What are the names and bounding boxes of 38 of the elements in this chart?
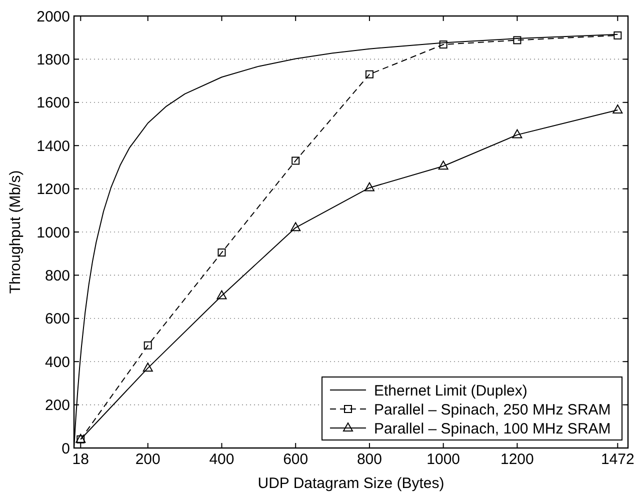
y-tick-label: 1200 (36, 181, 70, 198)
y-tick-label: 600 (44, 310, 70, 328)
y-tick-label: 200 (44, 397, 70, 414)
x-tick-label: 1200 (500, 451, 534, 468)
point (612, 104, 623, 114)
y-tick-label: 1600 (36, 94, 70, 112)
point (513, 36, 522, 44)
y-axis-title: Throughput (Mb/s) (7, 170, 24, 294)
y-tick-label: 0 (62, 440, 70, 458)
point (292, 156, 300, 165)
y-tick-label: 400 (44, 354, 70, 371)
y-tick-label: 1400 (36, 138, 70, 155)
x-axis-title: UDP Datagram Size (Bytes) (258, 475, 444, 492)
point (614, 31, 622, 40)
y-tick-label: 2000 (36, 8, 70, 26)
legend-label: Ethernet Limit (Duplex) (374, 382, 528, 400)
x-tick-label: 18 (72, 451, 89, 468)
legend-label: Parallel – Spinach, 250 MHz SRAM (374, 401, 611, 418)
y-tick-label: 800 (44, 267, 70, 284)
point (144, 341, 152, 350)
point (216, 290, 227, 300)
point (142, 362, 153, 372)
point (439, 40, 448, 49)
x-tick-label: 800 (356, 451, 382, 468)
point (290, 222, 301, 232)
legend-label: Parallel – Spinach, 100 MHz SRAM (374, 420, 611, 438)
point (365, 70, 374, 78)
x-tick-label: 400 (209, 451, 234, 468)
y-tick-label: 1800 (36, 51, 70, 68)
y-tick-label: 1000 (36, 224, 70, 242)
point (512, 129, 522, 138)
point (364, 182, 374, 192)
x-tick-label: 600 (283, 451, 308, 468)
x-tick-label: 1000 (426, 451, 460, 468)
x-tick-label: 1472 (600, 451, 634, 468)
point (218, 248, 226, 257)
x-tick-label: 200 (135, 451, 160, 468)
point (438, 160, 448, 170)
